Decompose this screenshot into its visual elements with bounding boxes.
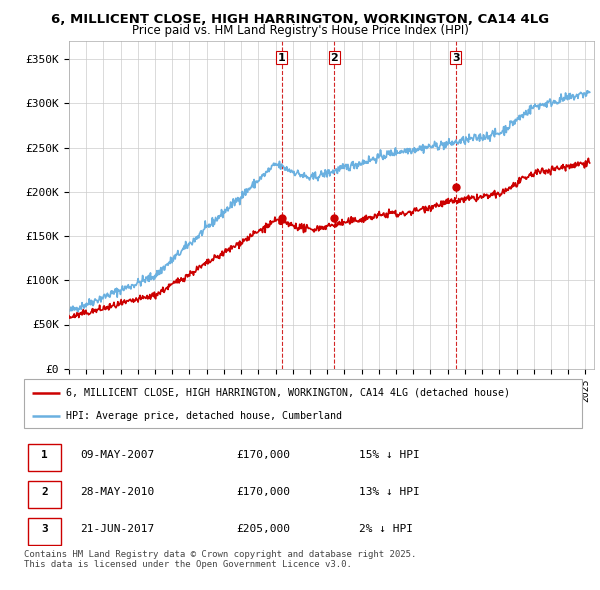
Point (451, 183, 461, 192)
Text: 1: 1 (41, 450, 48, 460)
Text: 13% ↓ HPI: 13% ↓ HPI (359, 487, 419, 497)
Text: £205,000: £205,000 (236, 524, 290, 534)
Bar (28, 481, 61, 507)
Text: Price paid vs. HM Land Registry's House Price Index (HPI): Price paid vs. HM Land Registry's House … (131, 24, 469, 37)
Text: 6, MILLICENT CLOSE, HIGH HARRINGTON, WORKINGTON, CA14 4LG: 6, MILLICENT CLOSE, HIGH HARRINGTON, WOR… (51, 13, 549, 26)
Text: 21-JUN-2017: 21-JUN-2017 (80, 524, 154, 534)
Text: 3: 3 (41, 524, 48, 534)
Text: £170,000: £170,000 (236, 450, 290, 460)
Text: 6, MILLICENT CLOSE, HIGH HARRINGTON, WORKINGTON, CA14 4LG (detached house): 6, MILLICENT CLOSE, HIGH HARRINGTON, WOR… (66, 388, 510, 398)
Text: HPI: Average price, detached house, Cumberland: HPI: Average price, detached house, Cumb… (66, 411, 342, 421)
Bar (28, 518, 61, 545)
Text: 28-MAY-2010: 28-MAY-2010 (80, 487, 154, 497)
Point (277, 214, 286, 223)
Text: 2% ↓ HPI: 2% ↓ HPI (359, 524, 413, 534)
Point (329, 214, 339, 223)
Bar (28, 444, 61, 471)
Text: 3: 3 (452, 53, 460, 63)
Text: 2: 2 (41, 487, 48, 497)
Text: 1: 1 (278, 53, 286, 63)
Text: 09-MAY-2007: 09-MAY-2007 (80, 450, 154, 460)
Text: £170,000: £170,000 (236, 487, 290, 497)
Text: Contains HM Land Registry data © Crown copyright and database right 2025.
This d: Contains HM Land Registry data © Crown c… (24, 550, 416, 569)
Text: 15% ↓ HPI: 15% ↓ HPI (359, 450, 419, 460)
Text: 2: 2 (331, 53, 338, 63)
